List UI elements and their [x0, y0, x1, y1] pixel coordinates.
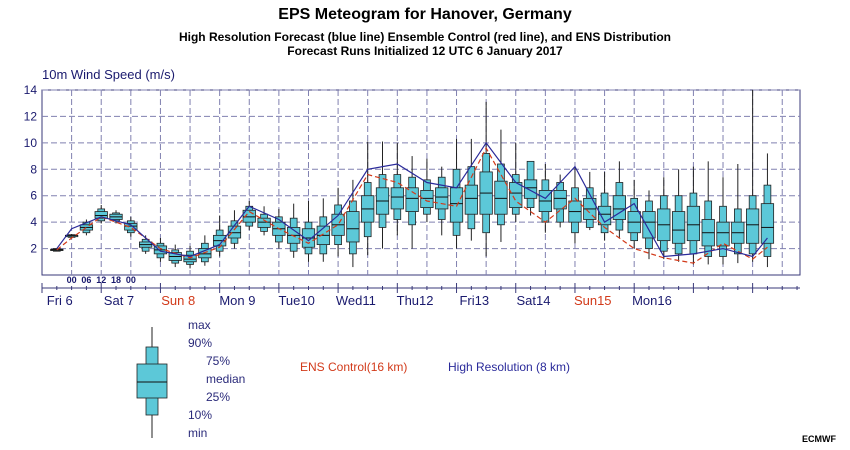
y-tick-label: 10	[24, 136, 38, 150]
box-inner	[671, 211, 686, 244]
legend-high-resolution-label: High Resolution (8 km)	[448, 360, 571, 374]
x-day-label: Sat 7	[104, 293, 134, 308]
y-tick-label: 6	[30, 189, 37, 203]
box-inner	[124, 223, 138, 231]
y-tick-label: 8	[30, 162, 37, 176]
legend-p75-label: 75%	[206, 354, 231, 368]
x-day-label: Fri13	[459, 293, 489, 308]
box-inner	[420, 190, 434, 209]
legend-max-label: max	[188, 318, 211, 332]
x-day-label: Sun15	[574, 293, 612, 308]
legend-p90-label: 90%	[188, 336, 213, 350]
box-inner	[94, 211, 108, 219]
legend-ens-control-label: ENS Control(16 km)	[300, 360, 408, 374]
x-day-label: Fri 6	[47, 293, 73, 308]
box-inner	[257, 217, 271, 228]
ens-control-line	[56, 146, 768, 264]
box-inner	[642, 211, 656, 239]
box-inner	[553, 190, 567, 210]
x-day-label: Sun 8	[161, 293, 195, 308]
chart-subtitle-1: High Resolution Forecast (blue line) Ens…	[178, 30, 672, 44]
high-resolution-line	[56, 141, 768, 258]
box-inner	[612, 195, 627, 220]
x-hour-label: 06	[81, 275, 91, 285]
box-inner	[346, 211, 360, 243]
box-inner	[464, 184, 478, 215]
y-tick-label: 12	[24, 109, 38, 123]
legend-p25-label: 25%	[206, 390, 231, 404]
box-inner	[523, 179, 538, 199]
box-inner	[760, 203, 775, 244]
legend-min-label: min	[188, 426, 208, 440]
x-day-label: Sat14	[517, 293, 551, 308]
x-hour-label: 12	[96, 275, 106, 285]
chart-subtitle-2: Forecast Runs Initialized 12 UTC 6 Janua…	[287, 44, 563, 58]
legend-p10-label: 10%	[188, 408, 213, 422]
box-inner	[494, 180, 508, 215]
x-day-label: Wed11	[336, 293, 376, 308]
x-hour-label: 00	[126, 275, 136, 285]
x-day-label: Mon16	[632, 293, 672, 308]
legend-box-inner	[136, 363, 168, 399]
box-inner	[242, 209, 256, 223]
chart-title: EPS Meteogram for Hanover, Germany	[278, 6, 572, 23]
box-inner	[435, 187, 449, 210]
x-day-label: Tue10	[278, 293, 314, 308]
credit-label: ECMWF	[802, 434, 836, 444]
y-axis-label: 10m Wind Speed (m/s)	[42, 67, 175, 82]
x-day-label: Thu12	[397, 293, 434, 308]
box-inner	[746, 208, 760, 244]
legend-median-label: median	[206, 372, 246, 386]
x-hour-label: 00	[67, 275, 77, 285]
box-inner	[183, 254, 197, 263]
y-tick-label: 14	[24, 83, 38, 97]
y-tick-label: 2	[30, 242, 37, 256]
box-inner	[686, 205, 701, 242]
x-day-label: Mon 9	[219, 293, 255, 308]
x-hour-label: 18	[111, 275, 121, 285]
box-inner	[716, 221, 730, 247]
y-tick-label: 4	[30, 215, 37, 229]
box-inner	[390, 187, 404, 210]
